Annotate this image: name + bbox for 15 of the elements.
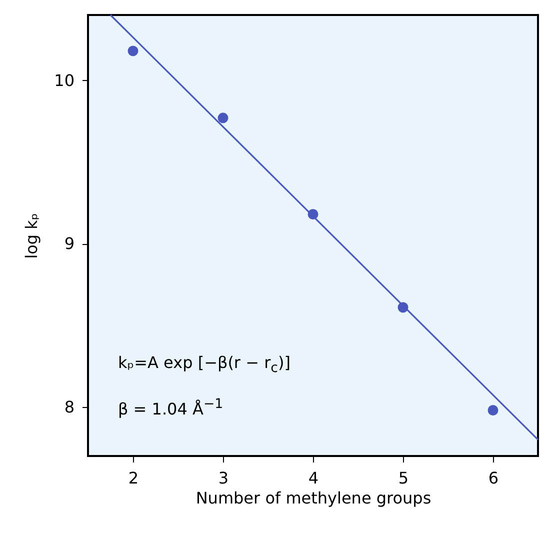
point	[218, 112, 228, 124]
y-tick-label: 9	[64, 234, 74, 254]
annotation: kₚ=A exp [−β(r − r$_{c}$)]	[118, 353, 290, 376]
x-tick-label: 4	[308, 468, 319, 488]
x-axis-title: Number of methylene groups	[196, 488, 432, 508]
point	[488, 405, 498, 416]
x-tick-label: 5	[398, 468, 409, 488]
y-tick-label: 10	[54, 70, 74, 90]
x-tick-label: 3	[218, 468, 229, 488]
x-tick-label: 6	[488, 468, 499, 488]
y-axis-title: log kₚ	[22, 213, 42, 259]
y-tick-label: 8	[64, 398, 74, 416]
annotation: β = 1.04 Å$^{−1}$	[118, 397, 224, 418]
point	[128, 46, 138, 56]
x-tick-label: 2	[128, 468, 139, 488]
